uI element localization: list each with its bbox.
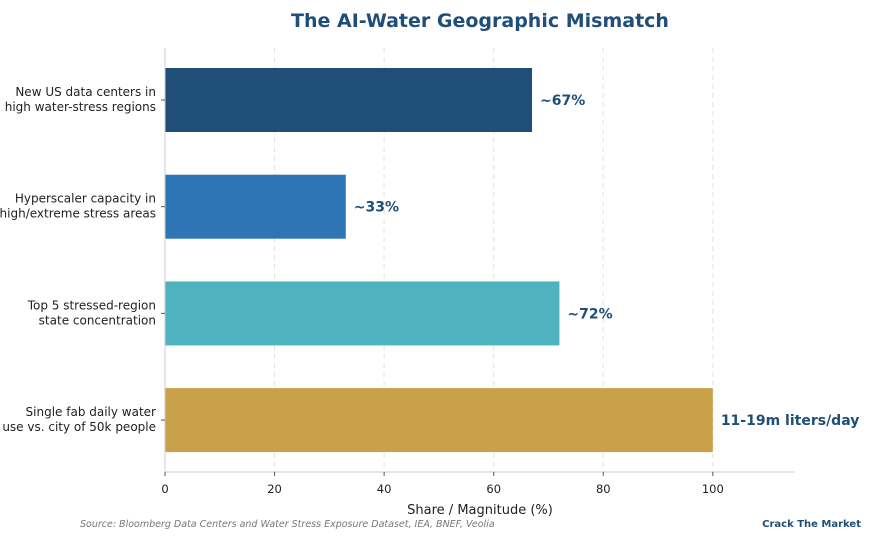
category-labels: New US data centers in high water-stress … bbox=[0, 85, 156, 434]
data-label: ~33% bbox=[354, 200, 399, 216]
bar bbox=[165, 174, 346, 239]
x-tick-label: 40 bbox=[377, 482, 392, 496]
data-labels: ~67% ~33% ~72% 11-19m liters/day bbox=[354, 93, 860, 429]
x-tick-label: 100 bbox=[702, 482, 724, 496]
x-tick-label: 20 bbox=[267, 482, 282, 496]
x-tick-label: 80 bbox=[596, 482, 611, 496]
bar bbox=[165, 388, 713, 453]
bars bbox=[165, 68, 713, 453]
data-label: 11-19m liters/day bbox=[721, 413, 860, 429]
category-label: New US data centers in high water-stress … bbox=[5, 85, 156, 114]
data-label: ~72% bbox=[567, 306, 612, 322]
category-label: Single fab daily water use vs. city of 50… bbox=[2, 405, 156, 434]
brand-label: Crack The Market bbox=[762, 519, 861, 530]
bar bbox=[165, 68, 533, 132]
category-label: Top 5 stressed-region state concentration bbox=[27, 298, 156, 327]
x-axis-title: Share / Magnitude (%) bbox=[407, 503, 553, 518]
chart-title: The AI-Water Geographic Mismatch bbox=[291, 10, 669, 32]
source-note: Source: Bloomberg Data Centers and Water… bbox=[80, 519, 495, 530]
x-tick-label: 0 bbox=[161, 482, 168, 496]
data-label: ~67% bbox=[540, 93, 585, 109]
category-label: Hyperscaler capacity in high/extreme stre… bbox=[0, 192, 156, 221]
x-axis-ticks: 0 20 40 60 80 100 bbox=[161, 99, 724, 496]
x-tick-label: 60 bbox=[486, 482, 501, 496]
bar bbox=[165, 281, 560, 346]
